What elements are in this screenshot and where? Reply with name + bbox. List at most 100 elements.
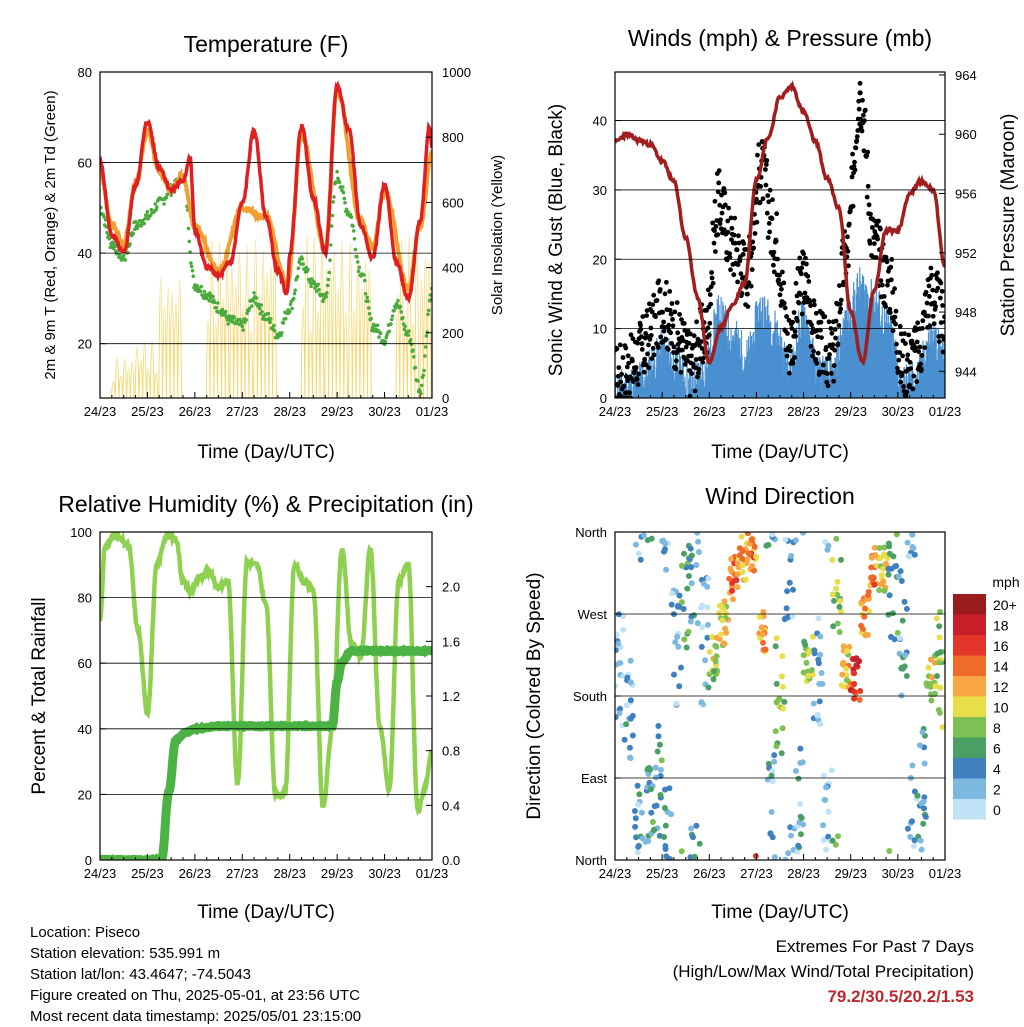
direction-point [907,833,914,840]
direction-point [878,572,885,579]
direction-point [892,563,899,570]
direction-point [705,575,712,582]
direction-point [769,778,776,784]
x-tick-label: 25/23 [646,866,679,881]
gust-point [799,311,805,317]
y-right-tick-label: 960 [955,127,977,142]
y-tick-label: 80 [78,65,92,80]
direction-point [739,556,746,562]
direction-point [653,774,660,781]
x-tick-label: 28/23 [273,404,306,419]
direction-point [853,662,860,669]
gust-point [736,240,742,246]
td-point [272,329,277,333]
gust-point [931,321,937,327]
y-axis-label: Direction (Colored By Speed) [524,572,545,819]
td-point [363,292,368,296]
gust-point [734,247,740,253]
plot-body [615,80,945,398]
direction-point [678,562,685,569]
gust-point [698,339,704,344]
y-axis-label: Percent & Total Rainfall [29,597,50,794]
gust-point [656,345,661,350]
gust-point [876,218,881,224]
series-relative-humidity [100,532,432,817]
direction-point [615,640,622,647]
direction-point [649,819,656,825]
gust-point [902,331,907,337]
colorbar-swatch [953,717,986,738]
gust-point [917,344,923,350]
gust-point [813,310,819,316]
gust-point [779,286,784,292]
x-tick-label: 26/23 [693,866,726,881]
gust-point [688,331,693,337]
gust-point [821,362,826,368]
gust-point [682,362,688,367]
td-point [207,298,211,303]
direction-point [681,636,688,643]
elevation-text: Station elevation: 535.991 m [30,945,221,962]
gust-point [796,300,802,306]
direction-point [729,587,736,594]
direction-point [909,532,916,538]
gust-point [806,279,812,284]
gust-point [831,363,837,368]
gust-point [668,330,673,336]
td-point [407,329,411,333]
gust-point [663,336,669,342]
gust-point [646,342,651,348]
direction-point [759,631,766,638]
x-tick-label: 28/23 [787,404,820,419]
gust-point [854,138,860,144]
direction-point [823,784,830,791]
gust-point [711,240,717,246]
direction-point [720,640,727,647]
y-tick-label: 10 [593,322,607,337]
gust-point [805,273,811,279]
x-tick-label: 29/23 [321,866,354,881]
direction-point [825,833,832,840]
direction-point [881,551,888,558]
direction-point [728,556,735,562]
td-point [365,295,370,300]
td-point [428,293,432,297]
gust-point [801,251,806,257]
td-point [396,298,400,303]
direction-point [835,833,841,840]
gust-point [865,149,871,155]
direction-point [704,604,711,611]
gust-point [715,189,721,195]
direction-point [921,805,927,812]
direction-point [771,752,778,759]
td-point [329,224,334,228]
y-axis-label-right: Station Pressure (Maroon) [998,114,1019,337]
gust-point [669,301,675,306]
gust-point [749,267,755,272]
direction-point [760,609,767,615]
gust-point [874,222,879,228]
direction-point [661,805,668,811]
direction-point [844,648,851,655]
direction-point [690,834,696,841]
td-point [212,300,217,305]
direction-point [851,681,858,687]
y-axis-label: Sonic Wind & Gust (Blue, Black) [546,104,567,376]
colorbar-label: 18 [993,618,1009,634]
direction-point [648,809,655,816]
gust-point [819,335,824,340]
gust-point [799,265,805,271]
y-right-tick-label: 948 [955,305,977,320]
colorbar-swatch [953,799,986,820]
gust-point [777,292,783,298]
gust-point [870,225,875,230]
gust-point [926,313,931,319]
td-point [367,311,372,316]
direction-point [635,801,642,808]
direction-point [782,536,789,543]
gust-point [732,215,738,221]
direction-point [899,617,906,624]
colorbar-swatch [953,635,986,656]
series-total-precipitation [100,644,432,860]
gust-point [838,306,844,312]
